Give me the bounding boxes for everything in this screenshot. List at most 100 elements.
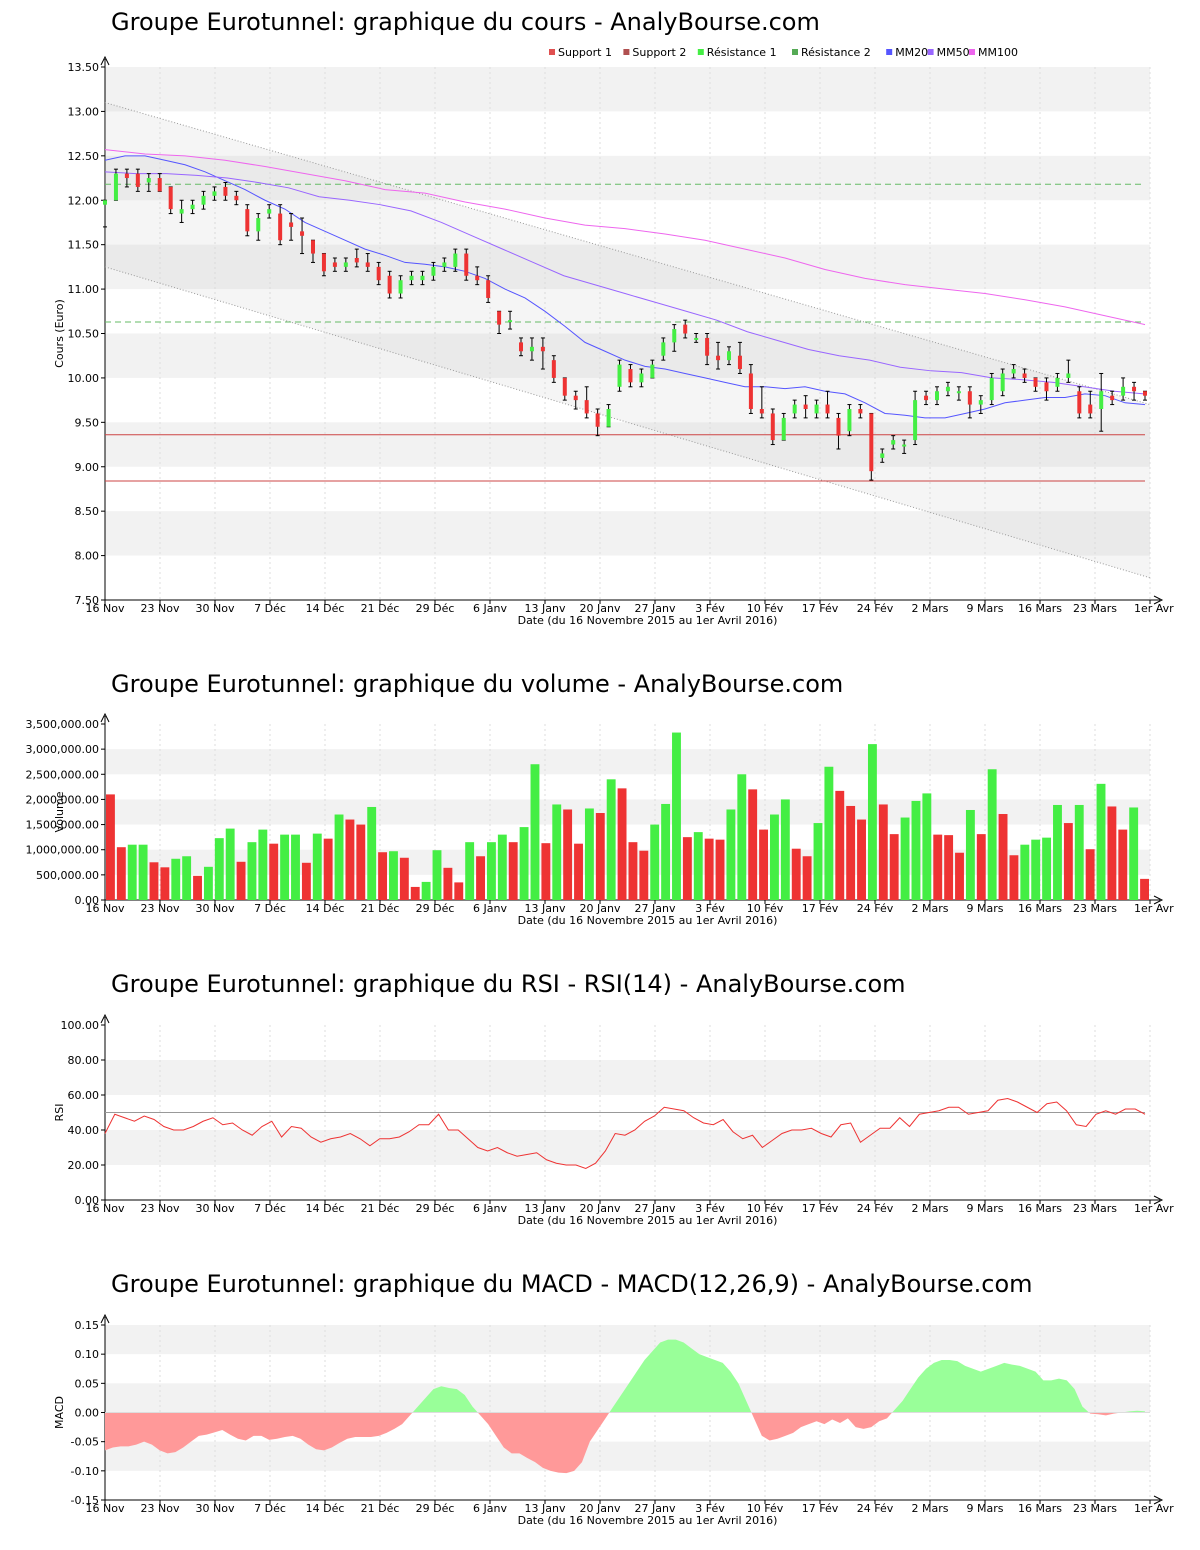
y-tick-label: 11.50 [68,239,100,252]
candle-body [1143,391,1147,396]
candle-body [803,404,808,410]
candle-body [321,253,326,272]
x-tick-label: 1er Avr [1134,1202,1174,1215]
volume-chart: 16 Nov 23 Nov 30 Nov 7 Déc 14 Déc 21 Déc 29 Dé… [26,712,1174,927]
volume-bar [486,842,496,900]
volume-bar [1118,829,1128,900]
grid-band [105,1060,1150,1095]
volume-bar [998,814,1008,900]
x-tick-label: 21 Déc [361,902,400,915]
grid-band [105,1325,1150,1355]
volume-bar [715,839,725,900]
legend-label: Support 1 [558,46,612,59]
volume-bar [606,779,616,900]
y-tick-label: 11.00 [68,283,100,296]
volume-bar [791,848,801,900]
x-tick-label: 20 Janv [580,602,621,615]
grid-band [105,799,1150,825]
candle-body [300,231,305,236]
x-tick-label: 20 Janv [580,1502,621,1515]
volume-bar [258,829,268,900]
macd-negative-area [751,1412,893,1441]
candle-body [661,342,666,356]
volume-bar [911,800,921,900]
volume-bar [1020,844,1030,900]
volume-bar [389,851,398,900]
volume-bar [552,804,562,900]
candle-body [781,417,786,441]
y-tick-label: 8.50 [75,505,100,518]
x-tick-label: 7 Déc [254,602,286,615]
x-axis-title: Date (du 16 Novembre 2015 au 1er Avril 2… [518,914,778,927]
candle-body [825,404,830,414]
x-axis-arrow [1153,595,1164,605]
x-tick-label: 23 Mars [1073,1502,1117,1515]
candle-body [978,400,983,405]
volume-bar [965,809,975,900]
volume-bar [780,799,790,900]
volume-bar [193,875,202,900]
volume-bar [900,817,910,900]
candle-body [1033,377,1038,387]
y-tick-label: 8.00 [75,550,100,563]
rsi-chart: 16 Nov 23 Nov 30 Nov 7 Déc 14 Déc 21 Déc 29 Dé… [53,1013,1174,1227]
candle-body [924,395,929,401]
volume-bar [617,788,627,900]
volume-bar [378,852,388,900]
candle-body [376,266,381,281]
volume-bar [182,856,192,900]
candle-body [956,391,961,394]
y-tick-label: 9.00 [75,461,100,474]
candle-body [748,373,753,410]
volume-chart-block: Groupe Eurotunnel: graphique du volume -… [0,670,1200,940]
volume-bar [497,834,507,900]
volume-bar [813,823,823,900]
x-tick-label: 1er Avr [1134,602,1174,615]
y-tick-label: 0.10 [75,1348,100,1361]
x-tick-label: 16 Mars [1018,1202,1062,1215]
x-tick-label: 2 Mars [912,1202,949,1215]
x-tick-label: 1er Avr [1134,902,1174,915]
x-tick-label: 16 Nov [86,1202,125,1215]
x-tick-label: 10 Fév [747,902,784,915]
legend-swatch [549,49,555,55]
y-axis-title: Cours (Euro) [53,299,66,368]
volume-bar [127,844,137,900]
x-tick-label: 16 Nov [86,902,125,915]
candle-body [267,209,272,214]
candle-body [464,253,469,276]
legend-swatch [927,49,934,55]
candle-body [124,173,129,179]
x-axis-arrow [1153,1495,1164,1505]
legend-swatch [697,49,704,55]
candle-body [683,324,688,334]
grid-band [105,244,1150,290]
volume-bar [1096,783,1106,900]
y-tick-label: 0.00 [75,1407,100,1420]
volume-bar [454,882,464,900]
x-axis-arrow [1153,1195,1164,1205]
volume-bar [770,814,779,900]
volume-bar [269,843,279,900]
x-tick-label: 30 Nov [196,1202,235,1215]
y-axis-title: RSI [53,1104,66,1122]
volume-bar [682,837,692,900]
x-tick-label: 13 Janv [525,1502,566,1515]
candle-body [431,266,436,276]
x-tick-label: 24 Fév [857,902,894,915]
y-tick-label: 0.00 [75,1194,100,1207]
volume-bar [584,808,594,900]
x-tick-label: 29 Déc [416,1502,455,1515]
candle-body [190,204,195,210]
y-tick-label: 1,500,000.00 [26,819,99,832]
price-chart-block: Groupe Eurotunnel: graphique du cours - … [0,8,1200,638]
candle-body [902,444,907,447]
x-tick-label: 21 Déc [361,1502,400,1515]
price-chart: 16 Nov 23 Nov 30 Nov 7 Déc 14 Déc 21 Déc 29 Dé… [53,46,1174,627]
y-tick-label: 40.00 [68,1124,100,1137]
macd-negative-area [1088,1412,1122,1416]
volume-bar [323,838,333,900]
x-tick-label: 20 Janv [580,902,621,915]
candle-body [967,391,972,405]
volume-bar [878,804,888,900]
